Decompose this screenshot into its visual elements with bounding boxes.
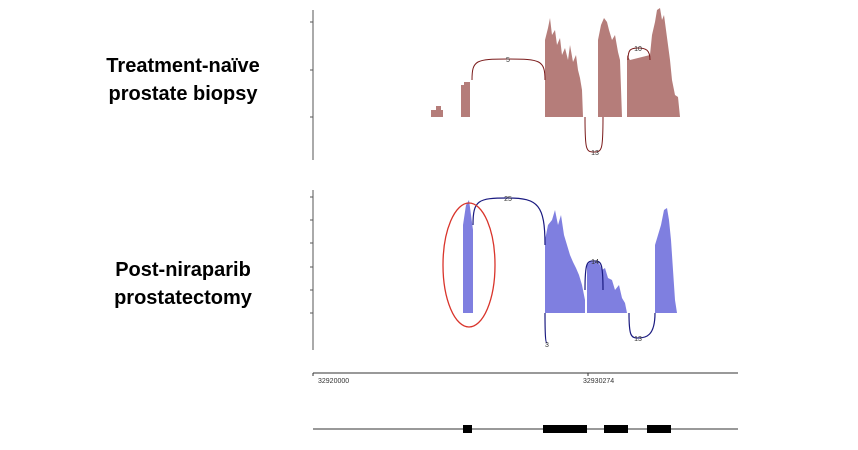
coordinate-label: 32930274	[583, 378, 614, 385]
junction-count: 13	[634, 336, 642, 343]
junction-arc	[472, 197, 656, 344]
track-label: prostatectomy	[114, 287, 253, 309]
junction-count: 14	[591, 259, 599, 266]
junction-count: 3	[545, 342, 549, 349]
highlight-ellipse	[442, 202, 496, 328]
junction-count: 5	[506, 57, 510, 64]
junction-arc	[471, 47, 651, 153]
coverage	[463, 200, 677, 313]
coverage	[431, 8, 680, 117]
coordinate-label: 32920000	[318, 378, 349, 385]
junction-count: 10	[634, 46, 642, 53]
track-label: Treatment-naïve	[106, 55, 259, 77]
track-label: prostate biopsy	[109, 83, 259, 105]
track-label: Post-niraparib	[115, 259, 251, 281]
junction-count: 13	[591, 150, 599, 157]
track-axis	[310, 10, 314, 160]
track-axis	[310, 190, 314, 350]
junction-count: 25	[504, 196, 512, 203]
gene-model	[313, 425, 738, 433]
